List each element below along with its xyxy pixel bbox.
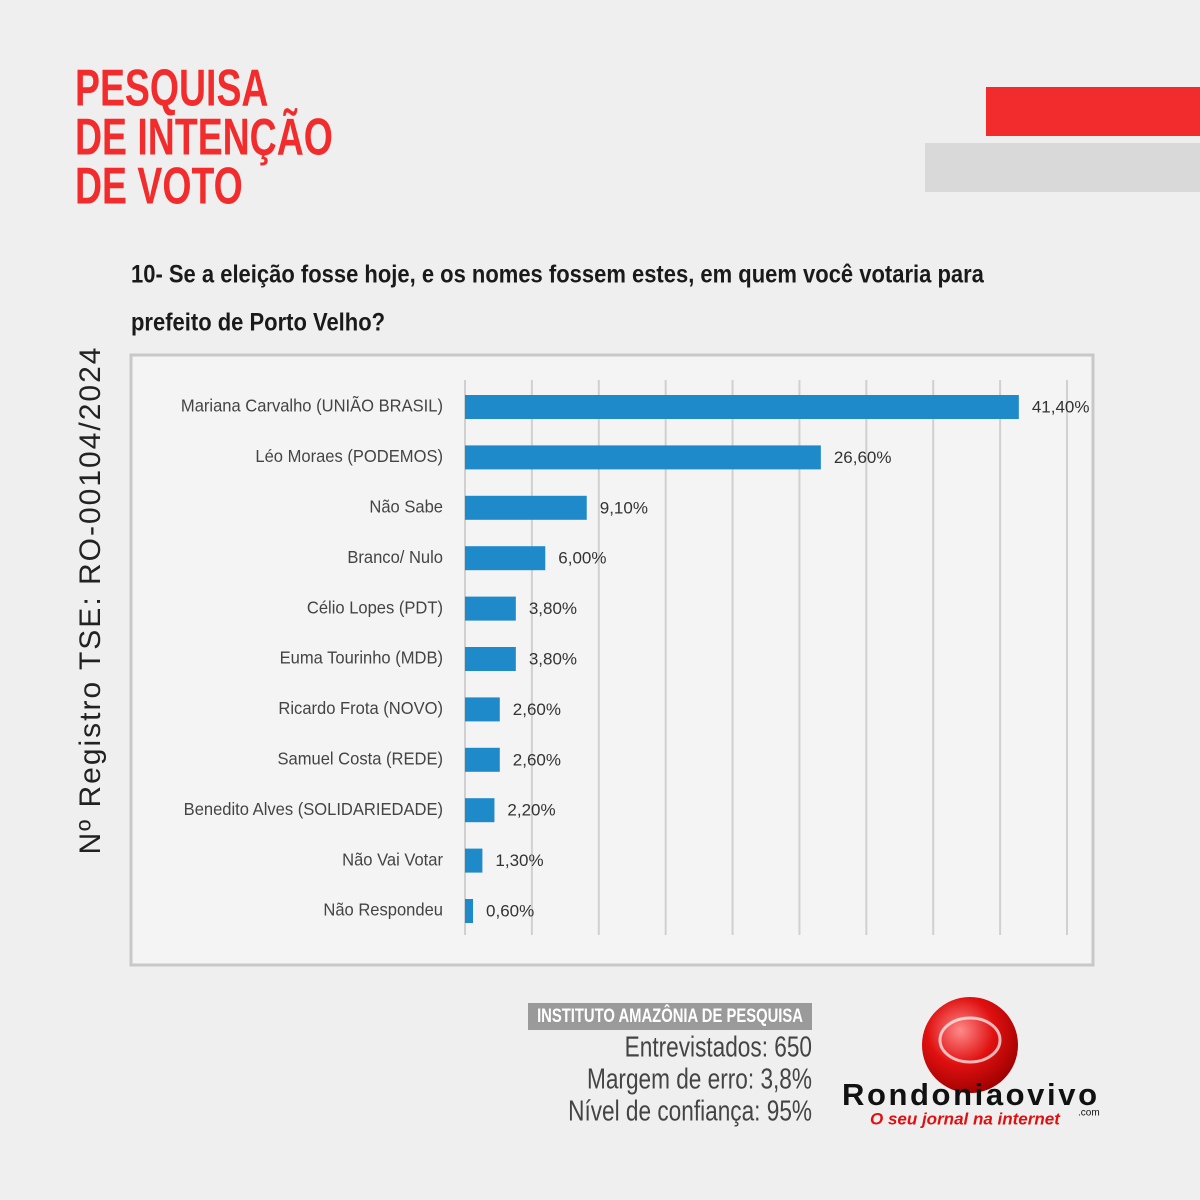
value-label: 0,60%: [486, 901, 534, 920]
question-line: prefeito de Porto Velho?: [131, 308, 385, 336]
logo-ring: [938, 1016, 1002, 1064]
bar: [465, 647, 516, 671]
bar: [465, 899, 474, 923]
logo-tagline: O seu jornal na internet: [870, 1109, 1061, 1128]
bar: [465, 445, 821, 470]
value-label: 2,60%: [513, 700, 561, 719]
accent-red: [986, 87, 1200, 136]
bar: [465, 848, 483, 873]
group: Célio Lopes (PDT): [307, 597, 443, 618]
logo-name: Rondoniaovivo: [842, 1077, 1097, 1112]
value-label: 9,10%: [600, 498, 648, 517]
category-label: Não Vai Votar: [342, 849, 443, 870]
institute-line: Nível de confiança: 95%: [568, 1094, 812, 1127]
group: Samuel Costa (REDE): [277, 748, 443, 769]
group: Léo Moraes (PODEMOS): [255, 445, 443, 466]
value-label: 41,40%: [1032, 397, 1090, 416]
category-label: Mariana Carvalho (UNIÃO BRASIL): [181, 395, 443, 416]
category-label: Ricardo Frota (NOVO): [278, 697, 443, 718]
bar: [465, 798, 495, 823]
group: Euma Tourinho (MDB): [280, 647, 443, 668]
logo-icon: [922, 997, 1018, 1093]
category-label: Não Sabe: [369, 496, 443, 517]
group: DE VOTO: [75, 157, 243, 216]
institute-line: Margem de erro: 3,8%: [587, 1062, 812, 1095]
bar: [465, 697, 500, 722]
institute-name: INSTITUTO AMAZÔNIA DE PESQUISA: [537, 1005, 803, 1026]
value-label: 2,60%: [513, 750, 561, 769]
institute-badge: [528, 1003, 812, 1030]
category-label: Célio Lopes (PDT): [307, 597, 443, 618]
category-label: Léo Moraes (PODEMOS): [255, 445, 443, 466]
value-label: 1,30%: [495, 851, 543, 870]
category-label: Euma Tourinho (MDB): [280, 647, 443, 668]
group: Não Sabe: [369, 496, 443, 517]
group: Branco/ Nulo: [347, 546, 443, 567]
group: DE INTENÇÃO: [75, 108, 333, 167]
group: Mariana Carvalho (UNIÃO BRASIL): [181, 395, 443, 416]
bar: [465, 596, 516, 621]
value-label: 6,00%: [558, 549, 606, 568]
group: 10- Se a eleição fosse hoje, e os nomes …: [131, 260, 985, 288]
bar: [465, 747, 500, 772]
registry: Nº Registro TSE: RO-00104/2024: [74, 346, 107, 855]
group: Nº Registro TSE: RO-00104/2024: [74, 346, 107, 855]
group: Ricardo Frota (NOVO): [278, 697, 443, 718]
title-line: DE INTENÇÃO: [75, 108, 333, 167]
bar: [465, 546, 546, 571]
question-line: 10- Se a eleição fosse hoje, e os nomes …: [131, 260, 985, 288]
value-label: 26,60%: [834, 448, 892, 467]
institute-line: Entrevistados: 650: [625, 1030, 812, 1063]
group: Não Vai Votar: [342, 849, 443, 870]
category-label: Samuel Costa (REDE): [277, 748, 443, 769]
group: Nível de confiança: 95%: [568, 1094, 812, 1127]
group: Benedito Alves (SOLIDARIEDADE): [184, 798, 443, 819]
group: prefeito de Porto Velho?: [131, 308, 385, 336]
group: Entrevistados: 650: [625, 1030, 812, 1063]
group: Margem de erro: 3,8%: [587, 1062, 812, 1095]
bar: [465, 395, 1019, 419]
group: INSTITUTO AMAZÔNIA DE PESQUISA: [537, 1005, 803, 1026]
logo-domain: .com: [1078, 1108, 1100, 1119]
accent-gray: [925, 143, 1200, 192]
group: PESQUISA: [75, 59, 268, 118]
value-label: 3,80%: [529, 649, 577, 668]
title-line: PESQUISA: [75, 59, 268, 118]
title-line: DE VOTO: [75, 157, 243, 216]
category-label: Não Respondeu: [323, 899, 443, 920]
value-label: 2,20%: [507, 801, 555, 820]
value-label: 3,80%: [529, 599, 577, 618]
category-label: Branco/ Nulo: [347, 546, 443, 567]
bar: [465, 495, 587, 520]
group: Não Respondeu: [323, 899, 443, 920]
category-label: Benedito Alves (SOLIDARIEDADE): [184, 798, 443, 819]
